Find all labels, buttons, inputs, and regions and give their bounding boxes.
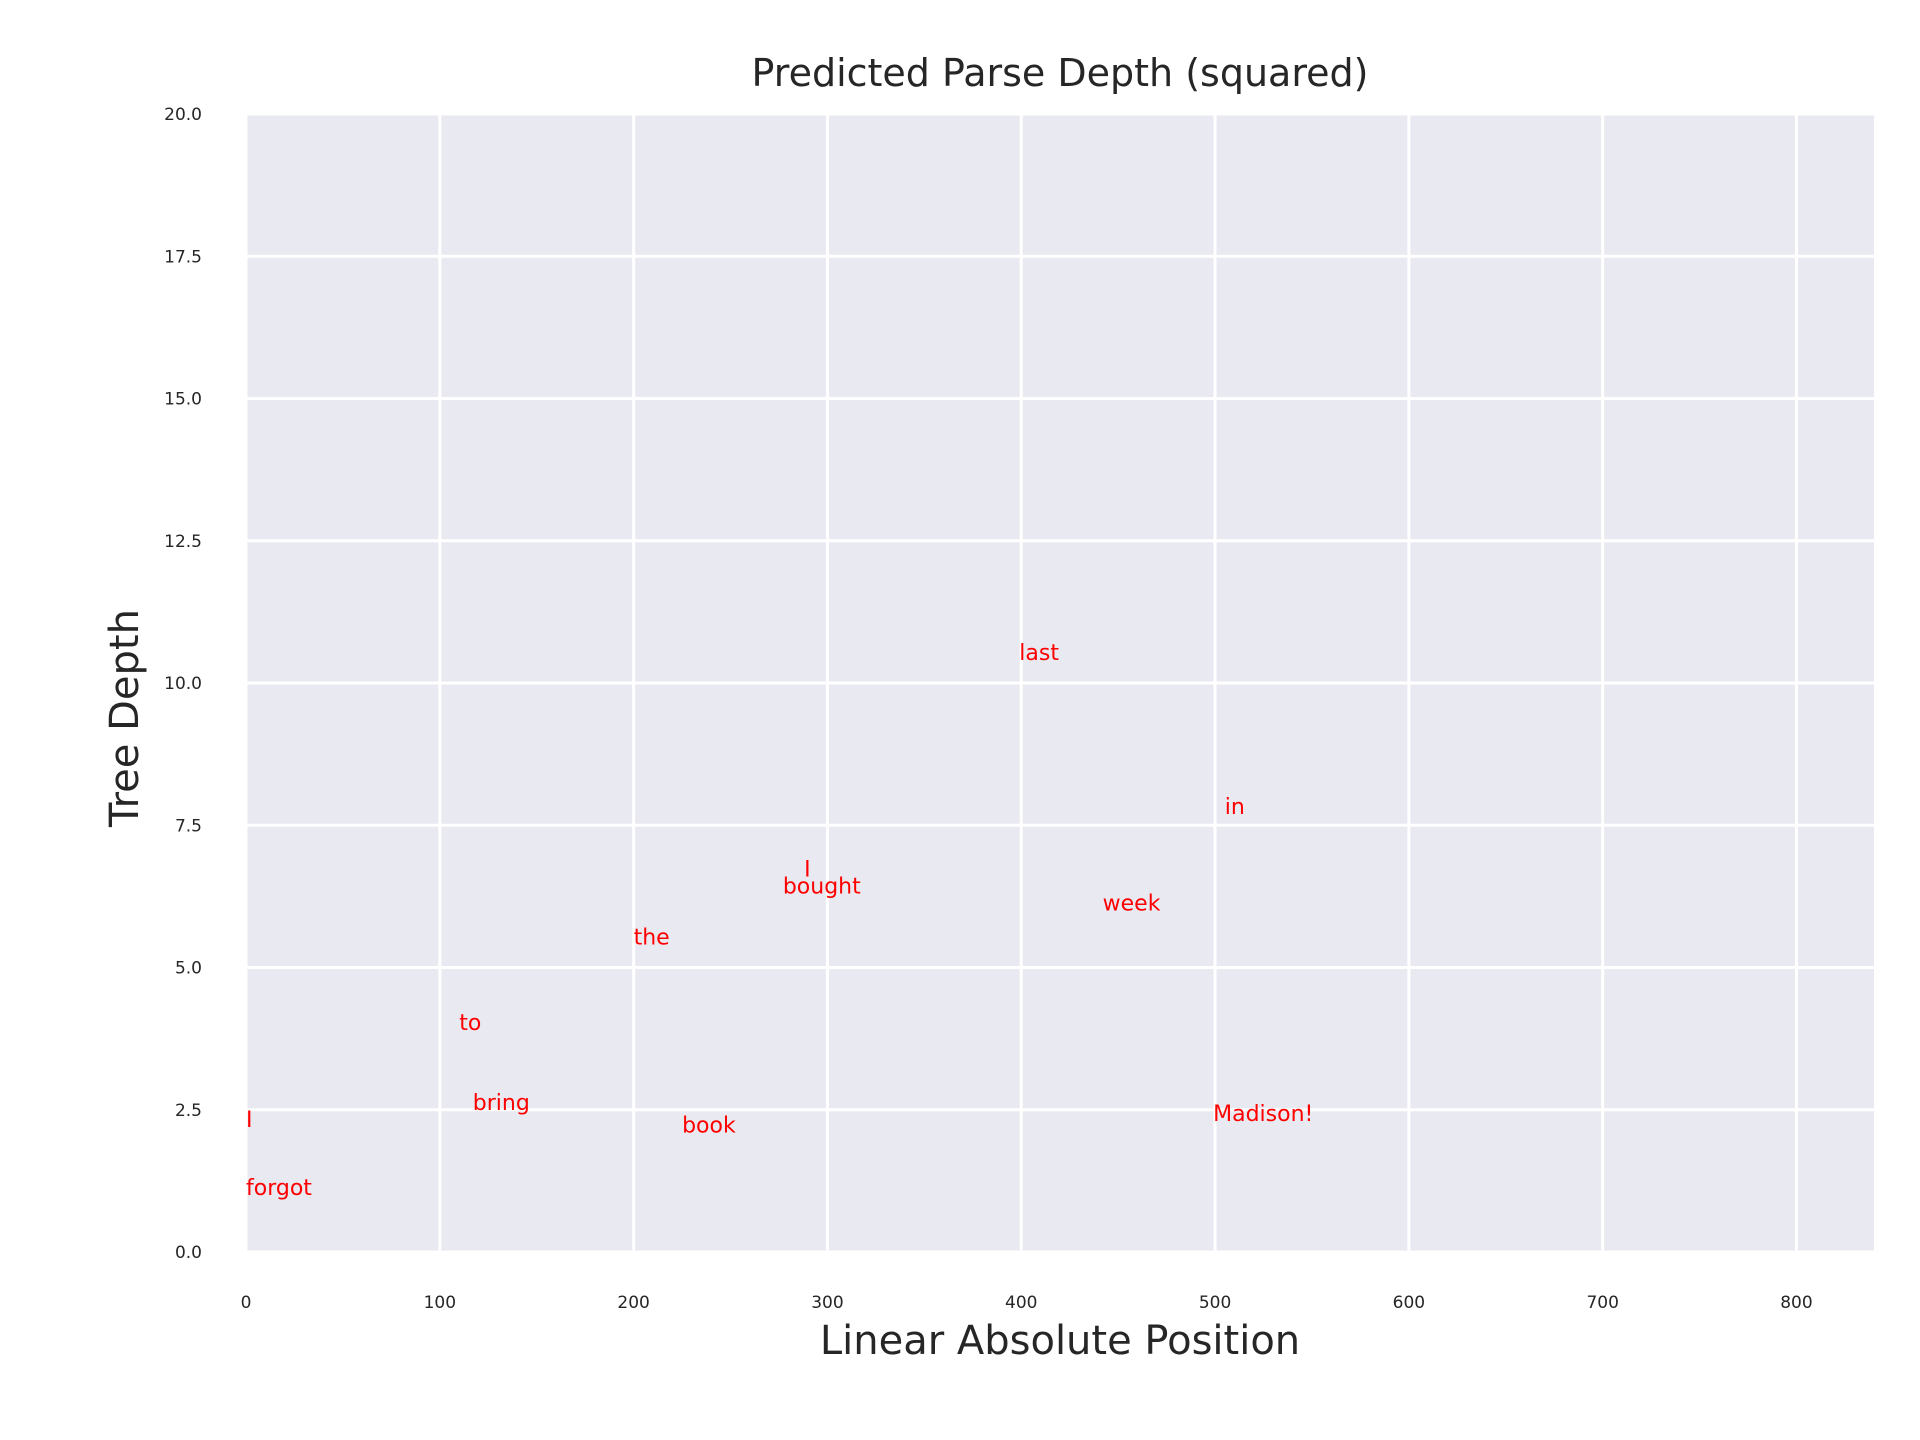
y-axis-label: Tree Depth <box>102 609 148 828</box>
word-label: in <box>1225 795 1245 820</box>
word-label: last <box>1019 641 1059 666</box>
y-tick-label: 10.0 <box>164 674 202 694</box>
y-tick-label: 12.5 <box>164 532 202 552</box>
word-label: book <box>682 1114 736 1139</box>
grid <box>244 112 1874 1254</box>
x-tick-label: 400 <box>1005 1293 1037 1313</box>
word-label: forgot <box>246 1176 312 1201</box>
word-label: Madison! <box>1213 1102 1313 1127</box>
y-axis-ticks: 0.0 2.5 5.0 7.5 10.0 12.5 15.0 17.5 20.0 <box>164 105 202 1263</box>
x-tick-label: 100 <box>424 1293 456 1313</box>
word-label: I <box>246 1108 253 1133</box>
word-label: I <box>804 857 811 882</box>
y-tick-label: 0.0 <box>175 1243 202 1263</box>
word-label: bought <box>783 875 861 900</box>
y-tick-label: 2.5 <box>175 1101 202 1121</box>
x-tick-label: 700 <box>1586 1293 1618 1313</box>
word-label: week <box>1103 892 1161 917</box>
y-tick-label: 7.5 <box>175 816 202 836</box>
word-label: bring <box>473 1091 530 1116</box>
y-tick-label: 17.5 <box>164 247 202 267</box>
x-tick-label: 800 <box>1780 1293 1812 1313</box>
word-label: to <box>459 1011 481 1036</box>
y-tick-label: 5.0 <box>175 959 202 979</box>
x-tick-label: 300 <box>811 1293 843 1313</box>
x-tick-label: 600 <box>1393 1293 1425 1313</box>
x-axis-ticks: 0 100 200 300 400 500 600 700 800 <box>241 1293 1813 1313</box>
x-tick-label: 200 <box>617 1293 649 1313</box>
y-tick-label: 20.0 <box>164 105 202 125</box>
chart-title: Predicted Parse Depth (squared) <box>752 51 1369 95</box>
word-label: the <box>634 926 670 951</box>
x-tick-label: 500 <box>1199 1293 1231 1313</box>
y-tick-label: 15.0 <box>164 390 202 410</box>
x-axis-label: Linear Absolute Position <box>820 1318 1300 1364</box>
x-tick-label: 0 <box>241 1293 252 1313</box>
